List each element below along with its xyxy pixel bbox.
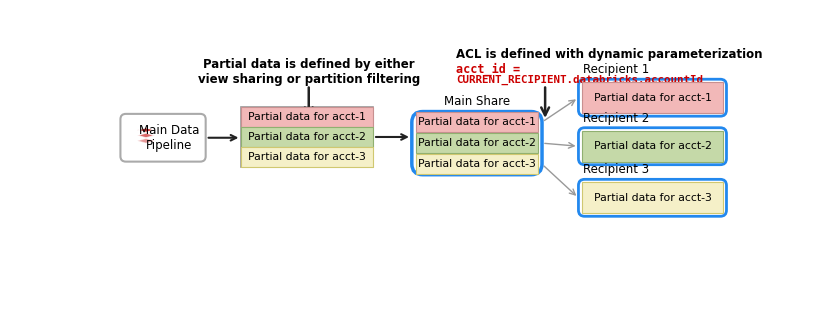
Bar <box>581 131 724 162</box>
Text: Partial data for acct-3: Partial data for acct-3 <box>248 152 366 162</box>
Bar <box>416 133 538 153</box>
Text: Recipient 2: Recipient 2 <box>583 112 649 125</box>
Polygon shape <box>137 139 155 143</box>
Bar <box>416 112 538 132</box>
Text: Partial data for acct-1: Partial data for acct-1 <box>594 93 711 103</box>
Text: Partial data for acct-3: Partial data for acct-3 <box>594 193 711 203</box>
FancyBboxPatch shape <box>578 79 726 116</box>
FancyBboxPatch shape <box>121 114 206 162</box>
Bar <box>241 107 373 167</box>
FancyBboxPatch shape <box>578 128 726 165</box>
Text: Partial data for acct-1: Partial data for acct-1 <box>418 117 536 127</box>
Bar <box>241 127 373 147</box>
Text: Main Data
Pipeline: Main Data Pipeline <box>139 124 199 152</box>
Text: ACL is defined with dynamic parameterization: ACL is defined with dynamic parameteriza… <box>456 48 762 61</box>
Text: Partial data for acct-2: Partial data for acct-2 <box>418 138 536 148</box>
Text: Partial data for acct-2: Partial data for acct-2 <box>594 141 711 151</box>
Text: acct_id =: acct_id = <box>456 63 520 77</box>
Bar <box>581 182 724 213</box>
Text: Recipient 1: Recipient 1 <box>583 63 649 76</box>
FancyBboxPatch shape <box>412 112 542 175</box>
Polygon shape <box>137 128 155 132</box>
Bar <box>241 107 373 127</box>
Bar <box>241 147 373 167</box>
Text: CURRENT_RECIPIENT.databricks.accountId: CURRENT_RECIPIENT.databricks.accountId <box>456 75 703 85</box>
Text: Recipient 3: Recipient 3 <box>583 163 649 176</box>
Text: Partial data for acct-1: Partial data for acct-1 <box>248 112 366 122</box>
Text: Main Share: Main Share <box>444 95 510 108</box>
Bar <box>581 82 724 113</box>
FancyBboxPatch shape <box>578 179 726 216</box>
Text: Partial data for acct-3: Partial data for acct-3 <box>418 159 536 169</box>
Text: Partial data for acct-2: Partial data for acct-2 <box>248 132 366 142</box>
Text: Partial data is defined by either
view sharing or partition filtering: Partial data is defined by either view s… <box>198 58 420 86</box>
Polygon shape <box>137 133 155 138</box>
Bar <box>416 154 538 174</box>
